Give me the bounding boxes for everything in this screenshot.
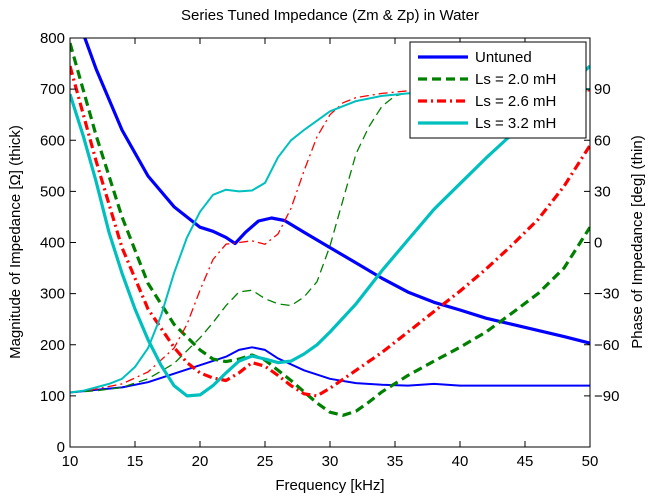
x-tick-label: 20 — [192, 453, 209, 470]
x-tick-label: 30 — [322, 453, 339, 470]
legend-label: Untuned — [475, 49, 532, 66]
y-left-tick-label: 0 — [57, 439, 65, 456]
y-right-tick-label: 30 — [594, 183, 611, 200]
y-left-tick-label: 400 — [40, 235, 65, 252]
x-tick-label: 15 — [127, 453, 144, 470]
y-left-tick-label: 200 — [40, 337, 65, 354]
legend-label: Ls = 3.2 mH — [475, 115, 556, 132]
legend: Untuned Ls = 2.0 mH Ls = 2.6 mH Ls = 3.2 mH — [409, 41, 587, 139]
x-tick-label: 50 — [582, 453, 599, 470]
y-right-tick-label: 90 — [594, 81, 611, 98]
y-left-tick-label: 800 — [40, 30, 65, 47]
legend-label: Ls = 2.0 mH — [475, 71, 556, 88]
y-right-tick-label: −90 — [594, 388, 619, 405]
y-right-tick-label: 60 — [594, 132, 611, 149]
series-ls-2-6-mh-magnitude-line — [70, 65, 590, 398]
series-ls-3-2-mh-phase-line — [70, 88, 590, 394]
y-left-tick-label: 700 — [40, 81, 65, 98]
y-right-tick-label: −60 — [594, 337, 619, 354]
x-tick-label: 45 — [517, 453, 534, 470]
series-ls-2-6-mh-phase-line — [70, 90, 590, 394]
x-tick-label: 35 — [387, 453, 404, 470]
series-untuned-phase-line — [70, 346, 590, 394]
y-left-tick-label: 600 — [40, 132, 65, 149]
y-right-tick-label: −30 — [594, 286, 619, 303]
x-tick-label: 10 — [62, 453, 79, 470]
ticks-layer: 10 15 20 25 30 35 40 45 500100200300400500600700… — [40, 30, 619, 470]
y-axis-right-title: Phase of Impedance [deg] (thin) — [629, 135, 646, 348]
y-right-tick-label: 0 — [594, 235, 602, 252]
x-tick-label: 25 — [257, 453, 274, 470]
series-ls-3-2-mh-magnitude-line — [70, 64, 590, 398]
y-left-tick-label: 300 — [40, 286, 65, 303]
y-left-tick-label: 100 — [40, 388, 65, 405]
y-left-tick-label: 500 — [40, 183, 65, 200]
x-axis-title: Frequency [kHz] — [275, 477, 384, 494]
chart-title: Series Tuned Impedance (Zm & Zp) in Wate… — [181, 7, 479, 24]
series-ls-2-0-mh-magnitude-line — [70, 42, 590, 417]
y-axis-left-title: Magnitude of Impedance [Ω] (thick) — [7, 125, 24, 359]
x-tick-label: 40 — [452, 453, 469, 470]
legend-label: Ls = 2.6 mH — [475, 93, 556, 110]
series-layer — [70, 38, 590, 417]
